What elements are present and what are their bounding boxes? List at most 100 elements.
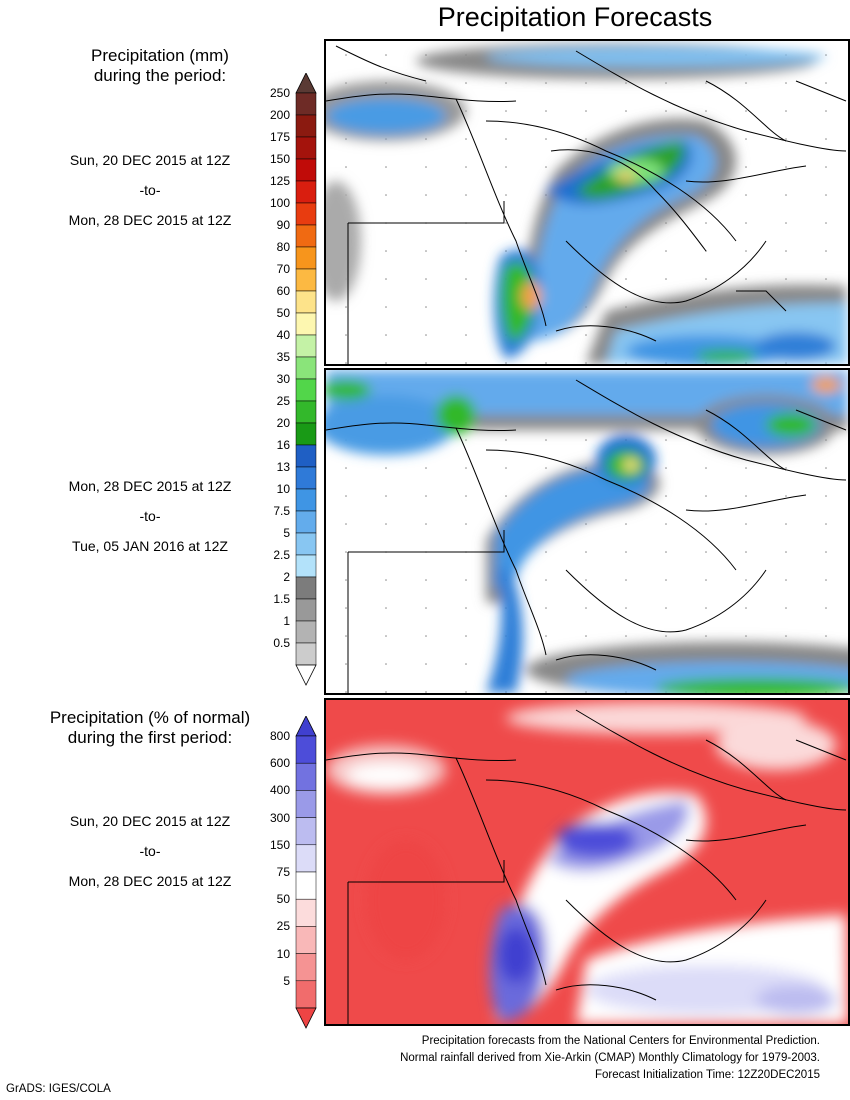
pct-colorbar-label: 50: [276, 892, 290, 907]
mm-colorbar-swatch: [295, 312, 317, 336]
mm-colorbar-swatch: [295, 92, 317, 116]
period3-to: Mon, 28 DEC 2015 at 12Z: [68, 873, 232, 889]
precip-field: [326, 43, 848, 364]
pct-colorbar-label: 75: [276, 865, 290, 879]
mm-colorbar-swatch: [295, 268, 317, 292]
mm-colorbar-label: 40: [276, 328, 290, 342]
coastlines-2: [326, 379, 847, 693]
mm-colorbar-label: 2.5: [273, 548, 290, 562]
pct-colorbar-label: 150: [269, 837, 290, 852]
mm-colorbar-swatch: [295, 180, 317, 204]
coastlines: [326, 45, 847, 364]
mm-legend-header-line2: during the period:: [93, 66, 227, 85]
map-period2: [324, 368, 850, 695]
mm-colorbar-label: 16: [276, 438, 290, 452]
mm-colorbar-swatches: [295, 73, 317, 686]
pct-colorbar-swatch: [295, 844, 317, 873]
pct-colorbar-label: 25: [276, 919, 290, 934]
mm-colorbar-label: 0.5: [273, 636, 290, 650]
mm-colorbar-top-arrow: [295, 73, 317, 94]
pct-colorbar-swatch: [295, 980, 317, 1009]
period1-to: Mon, 28 DEC 2015 at 12Z: [68, 212, 232, 228]
mm-colorbar-swatch: [295, 136, 317, 160]
pct-legend-header-line2: during the first period:: [67, 728, 233, 747]
mm-colorbar-swatch: [295, 642, 317, 666]
mm-colorbar-swatch: [295, 488, 317, 512]
mm-colorbar-label: 13: [276, 460, 290, 474]
pct-colorbar-top-arrow: [295, 716, 317, 737]
pct-colorbar-swatch: [295, 735, 317, 764]
mm-colorbar-label: 1.5: [273, 592, 290, 606]
mm-colorbar-label: 150: [269, 152, 290, 166]
mm-colorbar-label: 50: [276, 306, 290, 320]
mm-colorbar-label: 25: [276, 394, 290, 408]
mm-colorbar-swatch: [295, 532, 317, 556]
period2-to: Tue, 05 JAN 2016 at 12Z: [72, 538, 228, 554]
page-title: Precipitation Forecasts: [437, 2, 713, 32]
pct-colorbar-swatch: [295, 953, 317, 982]
mm-colorbar-swatch: [295, 598, 317, 622]
mm-colorbar-swatch: [295, 378, 317, 402]
mm-legend-header: Precipitation (mm) during the period:: [40, 46, 280, 86]
pct-colorbar-swatch: [295, 762, 317, 791]
mm-colorbar-label: 200: [269, 108, 290, 122]
mm-colorbar-swatch: [295, 224, 317, 248]
mm-colorbar-label: 60: [276, 284, 290, 298]
pct-colorbar-label: 600: [269, 756, 290, 771]
pct-legend-header-line1: Precipitation (% of normal): [49, 708, 251, 727]
pct-colorbar-label: 5: [283, 973, 290, 988]
mm-colorbar-swatch: [295, 334, 317, 358]
pct-colorbar-label: 400: [269, 783, 290, 798]
pct-legend-header: Precipitation (% of normal) during the f…: [20, 708, 280, 748]
credit: GrADS: IGES/COLA: [6, 1083, 111, 1095]
mm-colorbar-swatch: [295, 422, 317, 446]
map-percent-normal: [324, 698, 850, 1026]
mm-colorbar-label: 7.5: [273, 504, 290, 518]
percent-field: [326, 702, 848, 1024]
period1-from: Sun, 20 DEC 2015 at 12Z: [69, 152, 231, 168]
mm-colorbar-label: 90: [276, 218, 290, 232]
period3-sep: -to-: [139, 843, 161, 859]
mm-legend-header-line1: Precipitation (mm): [91, 46, 229, 65]
pct-colorbar-swatch: [295, 790, 317, 818]
pct-colorbar-swatch: [295, 817, 317, 846]
mm-colorbar-label: 125: [269, 174, 290, 188]
mm-colorbar-label: 5: [283, 526, 290, 540]
pct-colorbar-label: 300: [269, 810, 290, 825]
mm-colorbar-bottom-arrow: [295, 664, 317, 686]
mm-colorbar-swatch: [295, 510, 317, 534]
map-period1: [324, 39, 850, 366]
pct-colorbar-swatches: [295, 716, 317, 1029]
period2-sep: -to-: [139, 508, 161, 524]
mm-colorbar-label: 30: [276, 372, 290, 386]
mm-colorbar-swatch: [295, 114, 317, 138]
mm-colorbar-label: 35: [276, 350, 290, 364]
period1-sep: -to-: [139, 182, 161, 198]
pct-colorbar-swatch: [295, 898, 317, 927]
mm-colorbar-label: 80: [276, 240, 290, 254]
mm-colorbar-swatch: [295, 554, 317, 578]
mm-colorbar-label: 1: [283, 614, 290, 628]
mm-colorbar-swatch: [295, 158, 317, 182]
footer-line1: Precipitation forecasts from the Nationa…: [421, 1035, 820, 1047]
mm-colorbar-swatch: [295, 576, 317, 600]
pct-colorbar-swatch: [295, 871, 317, 900]
pct-colorbar-label: 800: [269, 729, 290, 743]
mm-colorbar-label: 2: [283, 570, 290, 584]
pct-colorbar-bottom-arrow: [295, 1007, 317, 1029]
mm-colorbar-swatch: [295, 246, 317, 270]
footer-line3: Forecast Initialization Time: 12Z20DEC20…: [595, 1069, 820, 1081]
period2-from: Mon, 28 DEC 2015 at 12Z: [68, 478, 232, 494]
mm-colorbar-label: 175: [269, 130, 290, 144]
mm-colorbar-label: 20: [276, 416, 290, 430]
mm-colorbar-swatch: [295, 202, 317, 226]
mm-colorbar-swatch: [295, 290, 317, 314]
precip-field-2: [326, 370, 848, 693]
mm-colorbar-swatch: [295, 466, 317, 490]
mm-colorbar-swatch: [295, 620, 317, 644]
pct-colorbar-label: 10: [276, 946, 290, 961]
mm-colorbar-label: 100: [269, 196, 290, 210]
mm-colorbar-swatch: [295, 444, 317, 468]
mm-colorbar-label: 70: [276, 262, 290, 276]
mm-colorbar-label: 250: [269, 86, 290, 100]
